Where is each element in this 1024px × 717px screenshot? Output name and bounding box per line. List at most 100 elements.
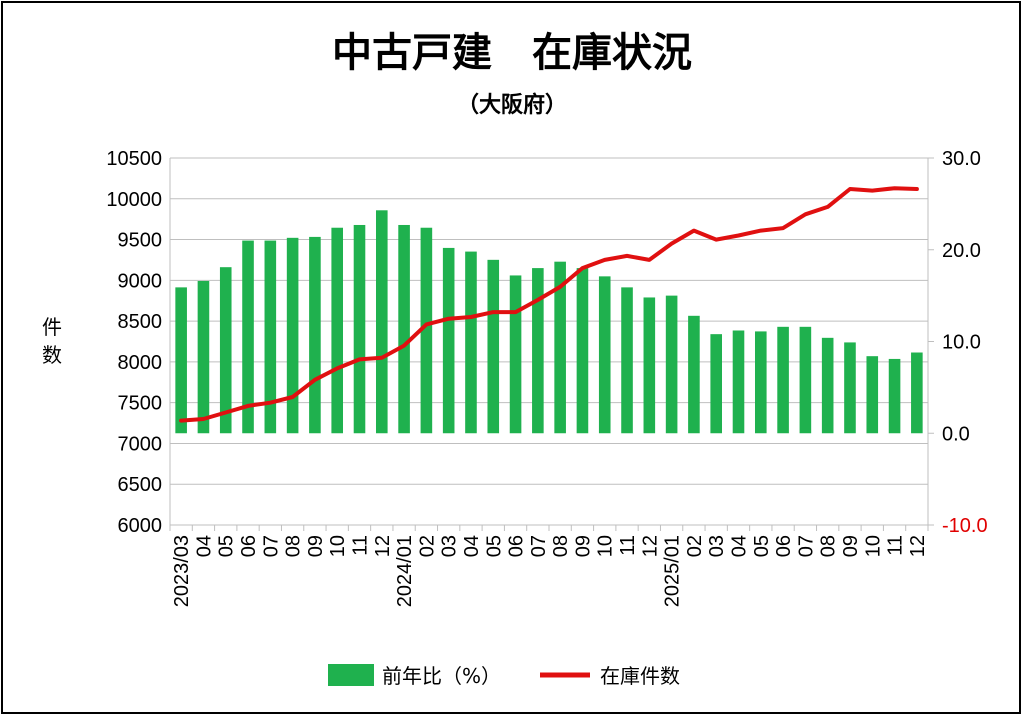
x-tick-label: 06 xyxy=(506,535,528,557)
x-tick-label: 08 xyxy=(818,535,840,557)
chart-subtitle: （大阪府） xyxy=(457,92,567,118)
x-tick-label: 06 xyxy=(238,535,260,557)
left-tick-label: 7000 xyxy=(118,433,163,455)
bar-series xyxy=(175,210,923,434)
x-tick-label: 02 xyxy=(684,535,706,557)
x-tick-label: 2024/01 xyxy=(394,535,416,607)
bar xyxy=(375,210,388,434)
left-tick-label: 7500 xyxy=(118,393,163,415)
bar xyxy=(487,259,500,434)
x-tick-label: 11 xyxy=(885,535,907,556)
chart-title: 中古戸建 在庫状況 xyxy=(332,30,692,76)
y-axis-label-char: 件 xyxy=(42,315,62,339)
left-axis-ticks: 6000 6500 7000 7500 8000 8500 9000 9500 10000 105… xyxy=(106,148,162,537)
x-tick-label: 03 xyxy=(706,535,728,557)
bar xyxy=(799,326,812,434)
right-tick-label: -10.0 xyxy=(942,515,988,537)
bar xyxy=(732,330,745,434)
bar xyxy=(197,280,210,434)
bar xyxy=(866,356,879,434)
x-tick-label: 2023/03 xyxy=(171,535,193,607)
x-tick-label: 12 xyxy=(372,535,394,557)
bar xyxy=(598,276,611,434)
y-axis-label-char: 数 xyxy=(42,343,62,367)
x-tick-label: 10 xyxy=(327,535,349,557)
bar xyxy=(242,240,254,434)
x-tick-label: 11 xyxy=(617,535,639,556)
x-tick-label: 2025/01 xyxy=(662,535,684,607)
bar xyxy=(665,295,678,434)
right-tick-label: 20.0 xyxy=(942,240,981,262)
x-tick-label: 04 xyxy=(461,535,483,557)
left-tick-label: 8000 xyxy=(118,352,163,374)
x-tick-label: 07 xyxy=(260,535,282,557)
bar xyxy=(844,342,856,434)
bar xyxy=(509,275,522,434)
bar xyxy=(532,268,544,434)
bar xyxy=(465,251,477,434)
left-tick-label: 6000 xyxy=(118,515,163,537)
x-tick-label: 05 xyxy=(483,535,505,557)
legend-bar-swatch xyxy=(328,664,374,686)
bar xyxy=(821,337,834,434)
bar xyxy=(643,297,656,434)
right-axis-ticks: -10.0 0.0 10.0 20.0 30.0 xyxy=(942,148,988,537)
bar xyxy=(688,315,700,434)
legend-bar-label: 前年比（%） xyxy=(382,664,501,688)
x-tick-label: 03 xyxy=(439,535,461,557)
bar xyxy=(264,240,277,434)
left-tick-label: 10000 xyxy=(106,189,162,211)
right-tick-label: 0.0 xyxy=(942,423,970,445)
bar xyxy=(331,227,344,434)
line-series xyxy=(179,186,919,423)
x-tick-label: 11 xyxy=(350,535,372,556)
x-tick-label: 07 xyxy=(795,535,817,557)
bar xyxy=(911,352,923,434)
x-tick-label: 09 xyxy=(840,535,862,557)
x-axis-ticks: 2023/03 04 05 06 07 08 09 10 11 12 2024/01 02 03 04 05… xyxy=(171,535,929,607)
bar xyxy=(710,334,723,434)
x-tick-label: 04 xyxy=(729,535,751,557)
inventory-line xyxy=(179,186,919,423)
x-tick-label: 06 xyxy=(773,535,795,557)
bar xyxy=(754,331,767,434)
x-tick-label: 04 xyxy=(193,535,215,557)
x-tick-label: 12 xyxy=(907,535,929,557)
axes xyxy=(169,157,934,531)
legend: 前年比（%） 在庫件数 xyxy=(328,664,680,688)
left-tick-label: 6500 xyxy=(118,474,163,496)
left-tick-label: 9500 xyxy=(118,230,163,252)
bar xyxy=(219,267,232,434)
x-tick-label: 08 xyxy=(283,535,305,557)
x-tick-label: 12 xyxy=(639,535,661,557)
bar xyxy=(398,224,410,434)
x-tick-label: 02 xyxy=(416,535,438,557)
x-tick-label: 07 xyxy=(528,535,550,557)
legend-line-label: 在庫件数 xyxy=(600,664,680,688)
bar xyxy=(576,268,589,434)
bar xyxy=(420,227,433,434)
bar xyxy=(888,358,901,434)
bar xyxy=(286,237,299,434)
right-tick-label: 30.0 xyxy=(942,148,981,170)
bar xyxy=(442,247,455,434)
bar xyxy=(175,287,187,434)
bar xyxy=(353,224,366,434)
x-tick-label: 08 xyxy=(550,535,572,557)
x-tick-label: 09 xyxy=(305,535,327,557)
x-tick-label: 10 xyxy=(595,535,617,557)
x-tick-label: 05 xyxy=(751,535,773,557)
x-tick-label: 09 xyxy=(572,535,594,557)
left-tick-label: 8500 xyxy=(118,311,163,333)
bar xyxy=(309,236,321,434)
bar xyxy=(621,287,633,434)
x-tick-label: 05 xyxy=(216,535,238,557)
left-tick-label: 9000 xyxy=(118,270,163,292)
y-axis-label: 件数 xyxy=(42,315,62,367)
right-tick-label: 10.0 xyxy=(942,332,981,354)
left-tick-label: 10500 xyxy=(106,148,162,170)
bar xyxy=(554,261,566,434)
x-tick-label: 10 xyxy=(862,535,884,557)
bar xyxy=(777,326,789,434)
